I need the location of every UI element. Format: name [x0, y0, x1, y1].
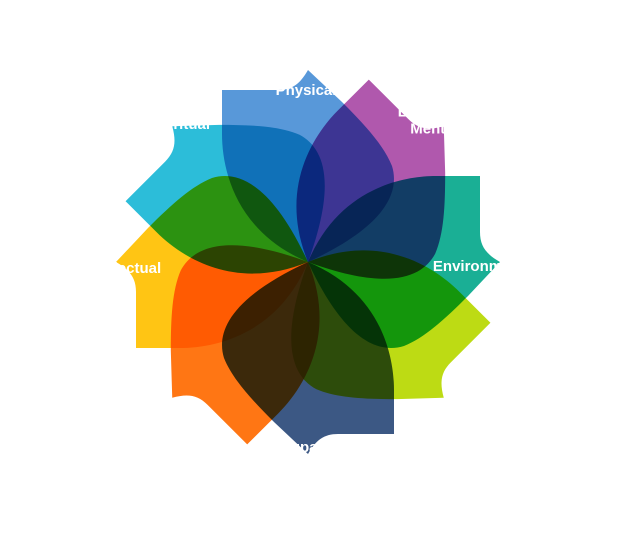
label-intellectual: Intellectual — [83, 260, 161, 277]
label-line: Mental — [410, 121, 458, 138]
petal-spiritual — [125, 124, 325, 274]
label-social: Social — [150, 402, 194, 419]
petal-group — [116, 70, 500, 454]
label-line: Occupational — [262, 439, 357, 456]
label-line: Social — [150, 402, 194, 419]
label-physical: Physical — [276, 82, 337, 99]
label-group: Physical Emotional Mental Environmental Fina… — [83, 82, 537, 456]
label-spiritual: Spiritual — [150, 116, 210, 133]
label-line: Emotional — [398, 104, 471, 121]
label-line: Environmental — [433, 258, 537, 275]
label-environmental: Environmental — [433, 258, 537, 275]
label-financial: Financial — [401, 400, 466, 417]
label-line: Intellectual — [83, 260, 161, 277]
label-line: Physical — [276, 82, 337, 99]
label-line: Financial — [401, 400, 466, 417]
label-line: Spiritual — [150, 116, 210, 133]
label-emotional: Emotional Mental — [398, 104, 471, 138]
label-occupational: Occupational — [262, 439, 357, 456]
